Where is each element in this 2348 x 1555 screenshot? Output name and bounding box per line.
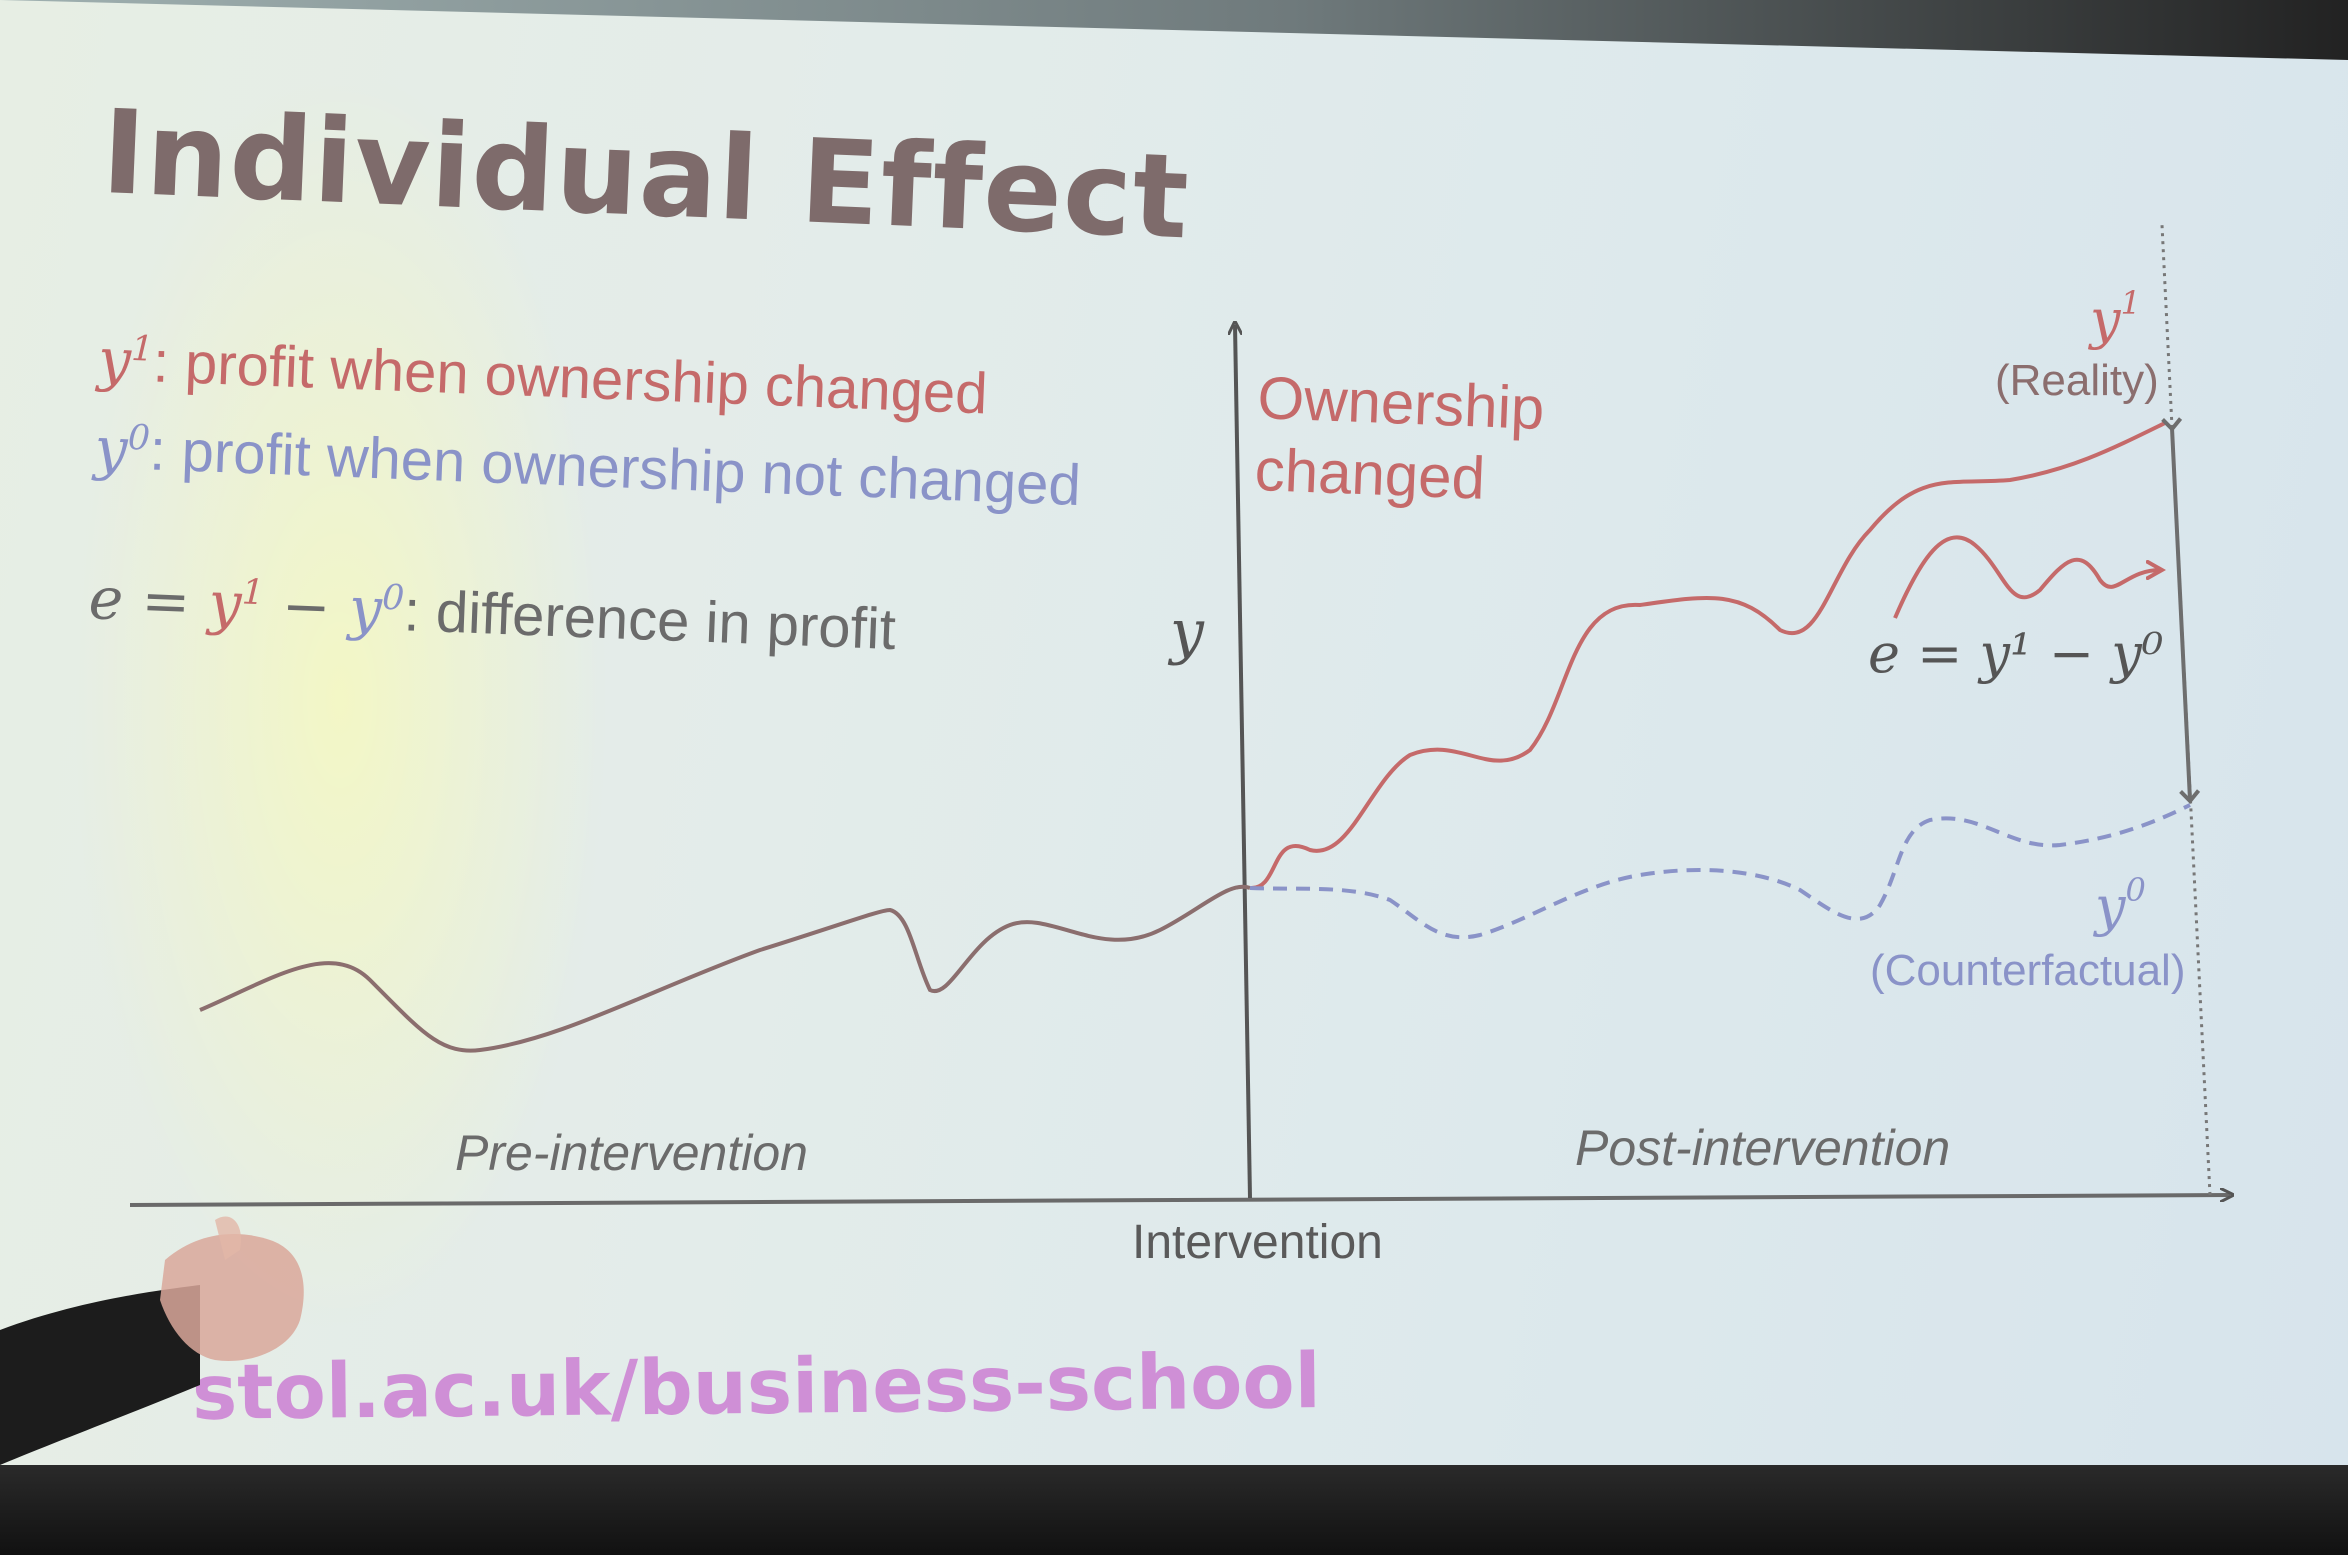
counterfactual-label: y0 (Counterfactual) xyxy=(1870,871,2185,995)
x-axis-label: Intervention xyxy=(1132,1216,1383,1269)
difference-arrow xyxy=(2161,417,2201,804)
post-intervention-label: Post-intervention xyxy=(1575,1120,1950,1176)
effect-wavy-arrow xyxy=(1893,535,2160,619)
ownership-line2: changed xyxy=(1254,436,1487,512)
counterfactual-curve xyxy=(1249,803,2191,940)
effect-label: e = y¹ − y⁰ xyxy=(1868,622,2163,685)
x-axis xyxy=(129,1195,2230,1207)
right-boundary-dotted xyxy=(2160,224,2212,1196)
reality-symbol: y1 xyxy=(2088,284,2141,351)
footer-url: stol.ac.uk/business-school xyxy=(191,1336,1322,1437)
y-axis xyxy=(1235,325,1252,1199)
counterfactual-symbol: y0 xyxy=(2093,871,2146,938)
reality-text: (Reality) xyxy=(1995,356,2159,405)
y-axis-label: y xyxy=(1167,597,1205,667)
ownership-label: Ownership changed xyxy=(1254,364,1546,512)
floor-shadow xyxy=(0,1465,2348,1555)
pre-intervention-label: Pre-intervention xyxy=(455,1125,808,1181)
reality-curve xyxy=(1249,421,2166,891)
counterfactual-text: (Counterfactual) xyxy=(1870,946,2185,995)
ownership-line1: Ownership xyxy=(1256,364,1545,442)
pre-intervention-curve xyxy=(199,884,1251,1053)
reality-label: y1 (Reality) xyxy=(1995,284,2159,405)
